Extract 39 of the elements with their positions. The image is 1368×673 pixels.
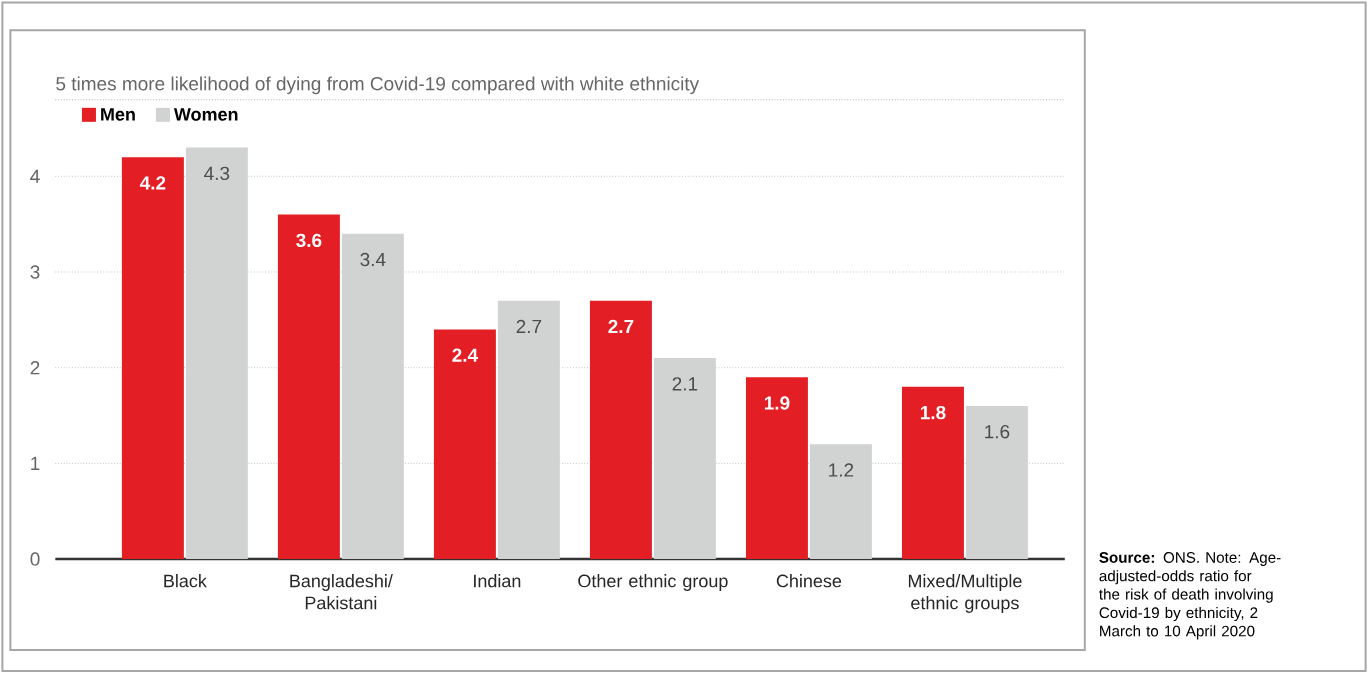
x-tick-label: Other ethnic group <box>578 573 728 591</box>
bar <box>589 300 652 559</box>
x-tick-label: Chinese <box>776 573 842 588</box>
bar <box>185 147 248 559</box>
data-label: 2.4 <box>452 348 479 362</box>
data-label: 2.7 <box>608 319 634 333</box>
bar <box>341 233 404 559</box>
y-tick-label: 4 <box>30 169 40 183</box>
bar <box>745 377 808 559</box>
bar <box>121 156 184 559</box>
text: Source: ONS. Note: Age-adjusted-odds ratio for the risk of death involving Covid-19 by ethnicity, 2 March to 10 April 2020 <box>1099 551 1281 640</box>
data-label: 1.6 <box>985 424 1010 439</box>
data-label: 1.9 <box>764 396 790 410</box>
chart-title: 5 times more likelihood of dying from Covid-19 compared with white ethnicity <box>56 76 700 94</box>
bar <box>653 357 716 559</box>
data-label: 1.8 <box>920 405 946 420</box>
data-label: 2.1 <box>672 376 698 391</box>
legend-label: Women <box>173 107 238 121</box>
bar <box>497 300 560 559</box>
data-label: 1.2 <box>829 463 854 477</box>
data-label: 3.6 <box>296 233 322 247</box>
bar <box>965 405 1028 559</box>
data-label: 3.4 <box>360 252 386 267</box>
x-tick-label: Black <box>164 573 207 588</box>
y-tick-label: 3 <box>30 265 40 279</box>
bar <box>809 444 872 559</box>
y-tick-label: 0 <box>30 552 40 566</box>
data-label: 4.3 <box>204 166 230 180</box>
x-tick-label: Bangladeshi/ Pakistani <box>290 573 393 610</box>
data-label: 2.7 <box>516 319 542 333</box>
legend-label: Men <box>101 107 135 121</box>
bar <box>433 329 496 559</box>
y-tick-label: 1 <box>31 456 40 470</box>
y-tick-label: 2 <box>30 360 40 375</box>
bar <box>901 386 964 559</box>
bar <box>277 214 340 559</box>
x-tick-label: Indian <box>474 573 521 588</box>
data-label: 4.2 <box>139 176 166 190</box>
x-tick-label: Mixed/Multiple ethnic groups <box>908 573 1022 613</box>
